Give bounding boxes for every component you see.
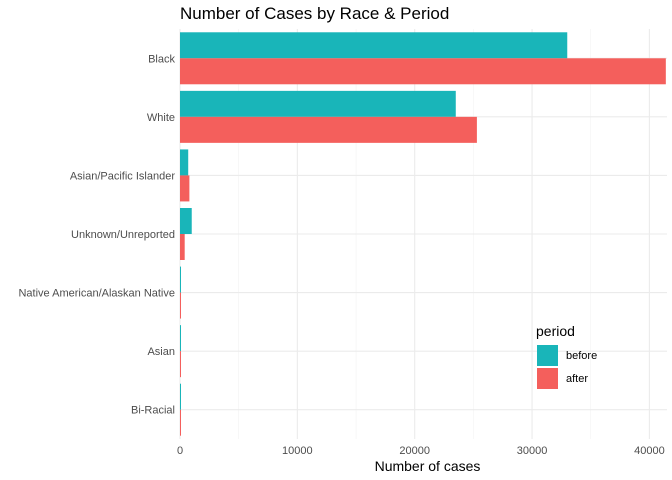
x-tick-label: 30000: [517, 445, 548, 457]
y-tick-label: Unknown/Unreported: [71, 229, 175, 241]
x-tick-label: 0: [177, 445, 183, 457]
y-tick-label: White: [147, 112, 175, 124]
bar-before: [180, 208, 192, 234]
bar-after: [180, 351, 181, 378]
bar-after: [180, 116, 477, 143]
legend: period before after: [536, 323, 597, 389]
bar-before: [180, 32, 568, 59]
bar-after: [180, 234, 185, 260]
bar-after: [180, 292, 181, 319]
legend-key-before: [537, 345, 558, 366]
legend-title: period: [536, 323, 575, 339]
bar-before: [180, 149, 189, 176]
bar-before: [180, 383, 181, 410]
bar-after: [180, 175, 190, 202]
bar-after: [180, 409, 181, 436]
bar-after: [180, 58, 666, 85]
x-tick-label: 20000: [399, 445, 430, 457]
grid-layer: [179, 29, 667, 439]
bar-before: [180, 325, 181, 352]
legend-label: after: [566, 373, 588, 385]
y-tick-label: Native American/Alaskan Native: [18, 288, 175, 300]
legend-label: before: [566, 350, 597, 362]
y-tick-label: Black: [148, 53, 175, 65]
x-tick-label: 10000: [282, 445, 313, 457]
x-tick-label: 40000: [634, 445, 665, 457]
y-tick-label: Bi-Racial: [131, 405, 175, 417]
bar-before: [180, 90, 456, 117]
y-tick-label: Asian/Pacific Islander: [70, 170, 175, 182]
y-tick-label: Asian: [147, 346, 175, 358]
chart-title: Number of Cases by Race & Period: [180, 4, 450, 23]
legend-key-after: [537, 368, 558, 389]
bar-layer: [180, 32, 666, 436]
bar-before: [180, 266, 181, 293]
x-axis-title: Number of cases: [375, 458, 481, 474]
label-layer: Black White Asian/Pacific Islander Unknown/…: [18, 53, 664, 474]
